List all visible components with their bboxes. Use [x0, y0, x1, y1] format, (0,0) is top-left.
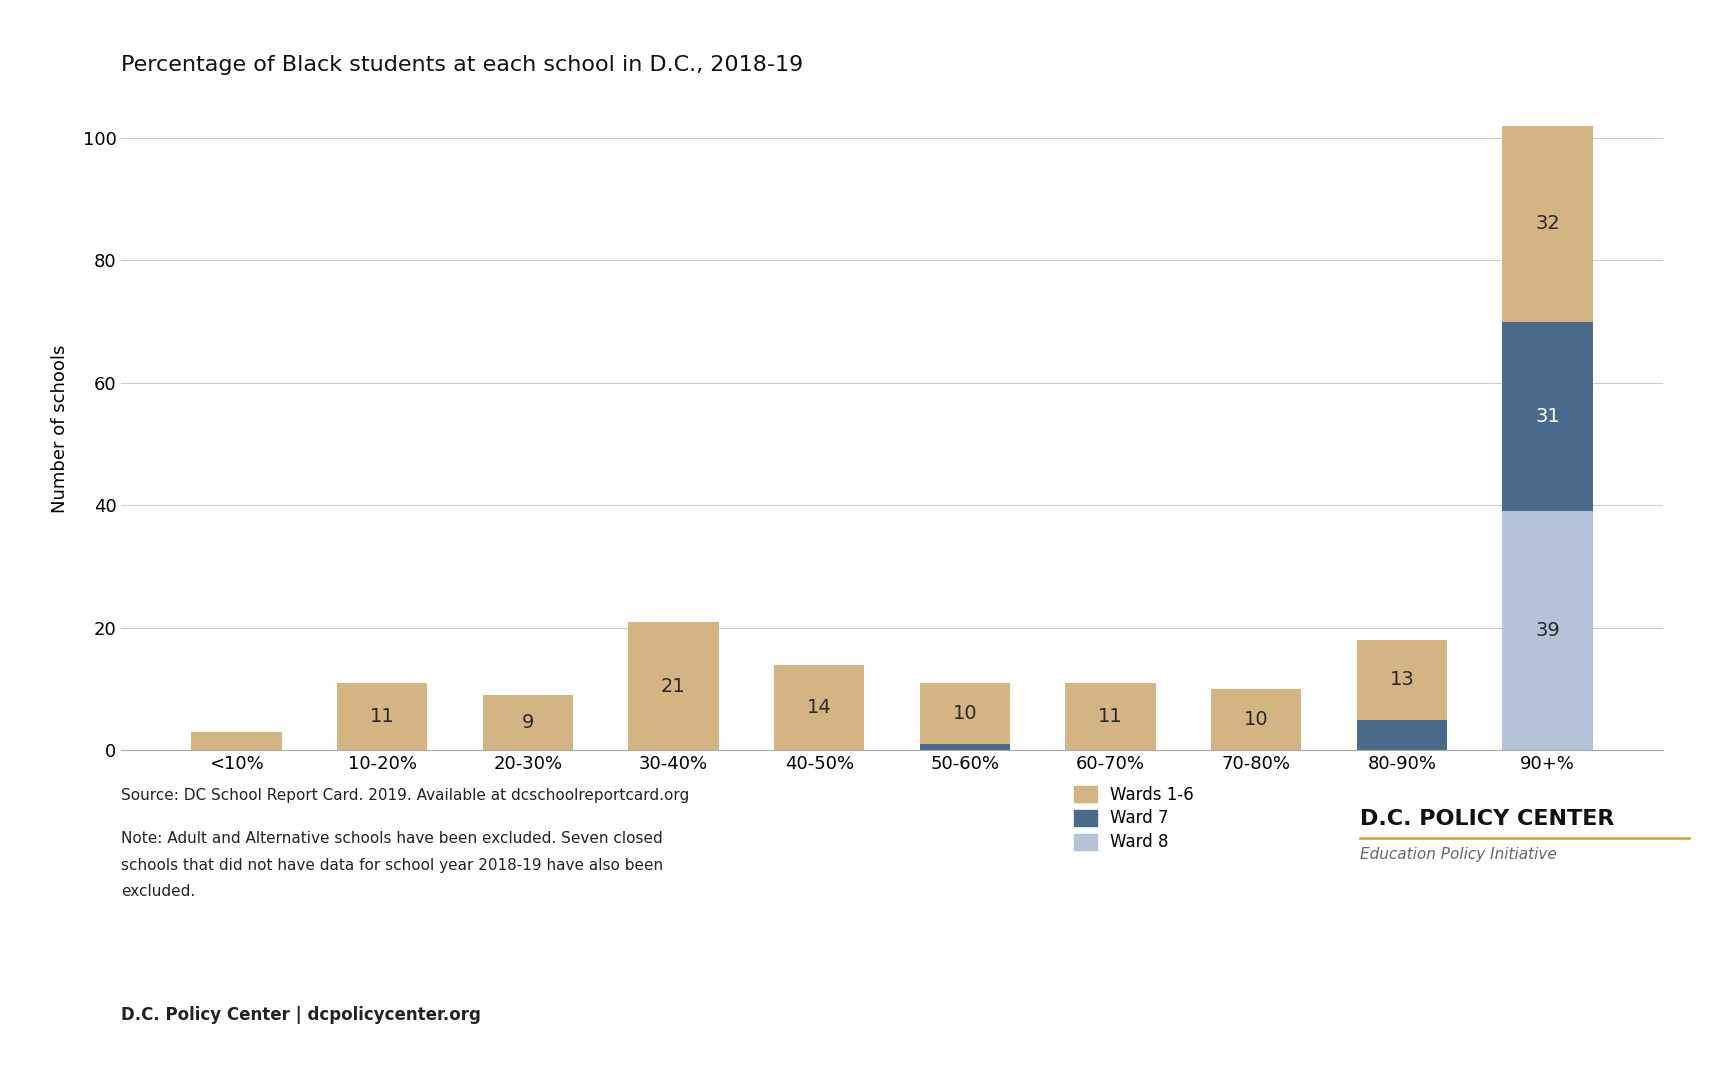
Text: 10: 10: [953, 704, 977, 724]
Text: schools that did not have data for school year 2018-19 have also been: schools that did not have data for schoo…: [121, 858, 663, 873]
Bar: [483, 696, 573, 750]
Bar: [338, 683, 428, 750]
Bar: [920, 683, 1010, 744]
Text: Percentage of Black students at each school in D.C., 2018-19: Percentage of Black students at each sch…: [121, 55, 804, 75]
Text: 39: 39: [1535, 622, 1561, 640]
Bar: [1211, 689, 1301, 750]
Bar: [191, 732, 282, 750]
Text: 9: 9: [521, 713, 533, 732]
Text: 11: 11: [1098, 708, 1122, 726]
Text: D.C. POLICY CENTER: D.C. POLICY CENTER: [1360, 809, 1614, 830]
Text: Education Policy Initiative: Education Policy Initiative: [1360, 847, 1557, 862]
Bar: [1502, 511, 1593, 750]
Text: 10: 10: [1244, 711, 1268, 729]
Text: 21: 21: [662, 676, 686, 696]
Text: D.C. Policy Center | dcpolicycenter.org: D.C. Policy Center | dcpolicycenter.org: [121, 1006, 481, 1024]
Bar: [1356, 719, 1446, 750]
Text: 31: 31: [1535, 407, 1561, 426]
Bar: [920, 744, 1010, 750]
Bar: [1502, 322, 1593, 511]
Bar: [1356, 640, 1446, 719]
Text: 32: 32: [1535, 214, 1561, 233]
Y-axis label: Number of schools: Number of schools: [50, 344, 69, 513]
Text: Source: DC School Report Card. 2019. Available at dcschoolreportcard.org: Source: DC School Report Card. 2019. Ava…: [121, 788, 689, 803]
Legend: Wards 1-6, Ward 7, Ward 8: Wards 1-6, Ward 7, Ward 8: [1074, 786, 1193, 851]
Bar: [629, 622, 719, 750]
Text: Note: Adult and Alternative schools have been excluded. Seven closed: Note: Adult and Alternative schools have…: [121, 831, 663, 846]
Text: 11: 11: [369, 708, 395, 726]
Bar: [774, 665, 864, 750]
Text: 14: 14: [807, 698, 831, 717]
Bar: [1065, 683, 1155, 750]
Text: 13: 13: [1389, 670, 1415, 689]
Bar: [1502, 125, 1593, 322]
Text: excluded.: excluded.: [121, 884, 196, 899]
